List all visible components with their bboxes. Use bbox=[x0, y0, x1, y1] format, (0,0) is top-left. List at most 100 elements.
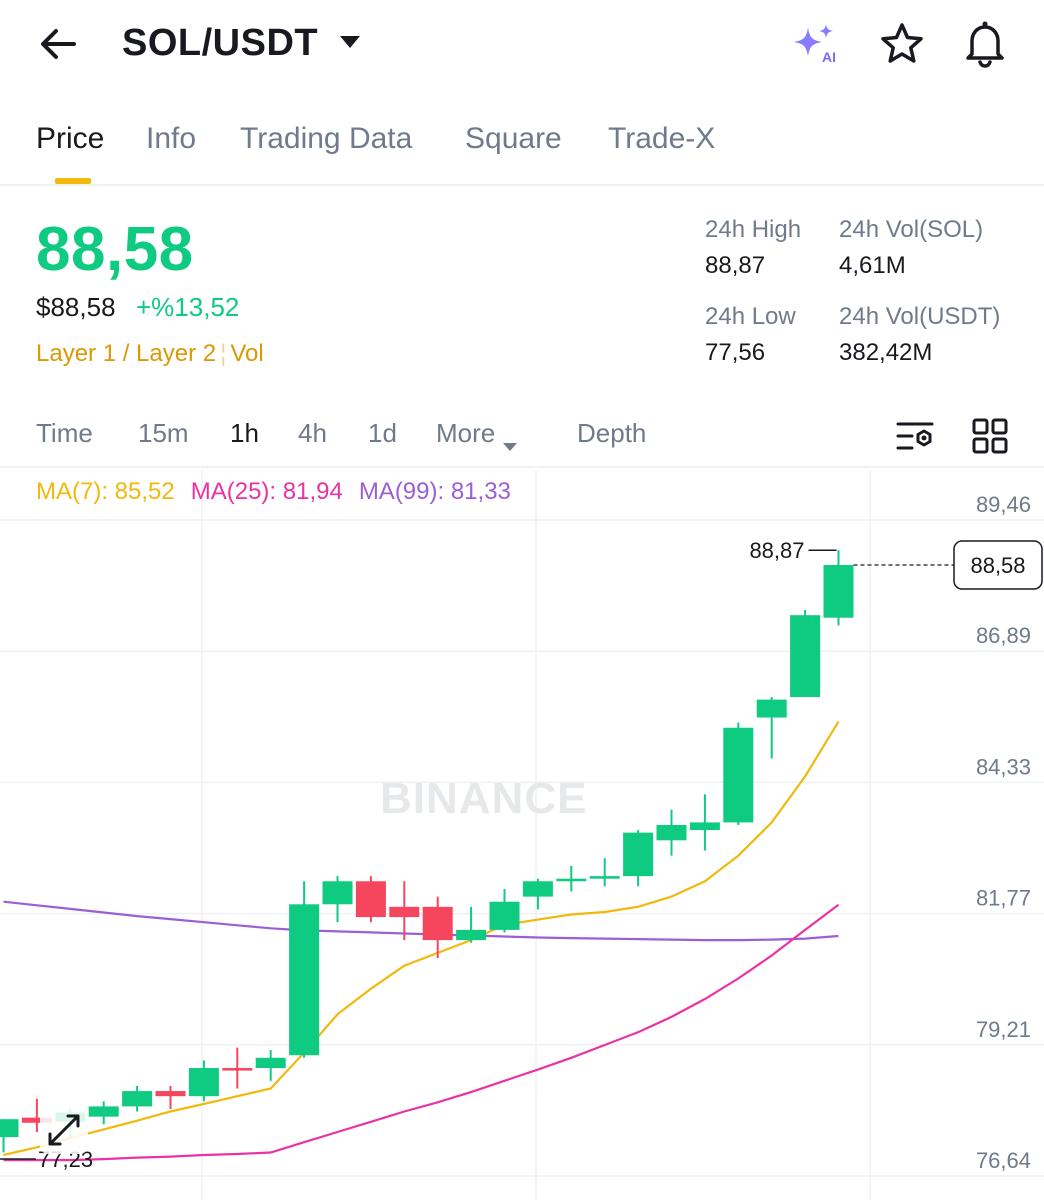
candle-body bbox=[656, 824, 687, 841]
y-tick-label: 76,64 bbox=[976, 1148, 1031, 1173]
candle-body bbox=[522, 881, 553, 897]
interval-bar: Time 15m 1h 4h 1d More Depth bbox=[0, 404, 1044, 468]
back-arrow-icon[interactable] bbox=[36, 22, 84, 66]
y-tick-label: 86,89 bbox=[976, 623, 1031, 648]
usd-price: $88,58 bbox=[36, 292, 116, 322]
candle-body bbox=[0, 1119, 19, 1138]
ai-sparkle-icon[interactable]: AI bbox=[790, 20, 842, 68]
last-price-box bbox=[953, 540, 1043, 590]
tab-trading-data[interactable]: Trading Data bbox=[240, 122, 413, 155]
tab-info[interactable]: Info bbox=[146, 122, 197, 155]
high-marker-label: 88,87 bbox=[749, 538, 804, 563]
y-tick-label: 84,33 bbox=[976, 754, 1031, 779]
last-price: 88,58 bbox=[36, 215, 194, 284]
svg-text:AI: AI bbox=[822, 49, 836, 65]
ma7-label: MA(7): 85,52 bbox=[36, 478, 175, 505]
ma99-label: MA(99): 81,33 bbox=[358, 478, 511, 505]
candle-body bbox=[21, 1117, 52, 1123]
candle-up bbox=[556, 865, 587, 892]
candle-up bbox=[188, 1060, 219, 1102]
candle-up bbox=[656, 809, 687, 856]
stat-value: 88,87 bbox=[705, 252, 766, 279]
candlestick-chart[interactable]: 89,46 86,89 84,33 81,77 79,21 76,64 88,87 77,23… bbox=[0, 470, 1044, 1200]
candle-down bbox=[355, 876, 386, 923]
y-tick-label: 89,46 bbox=[976, 492, 1031, 517]
candle-up bbox=[0, 1119, 19, 1153]
candle-body bbox=[155, 1091, 186, 1097]
candle-body bbox=[322, 881, 353, 905]
candle-body bbox=[623, 832, 654, 877]
tab-bar: Price Info Trading Data Square Trade-X bbox=[0, 104, 1044, 186]
candle-up bbox=[522, 878, 553, 910]
stat-24h-vol-quote: 24h Vol(USDT) 382,42M bbox=[839, 303, 1000, 367]
y-tick-label: 81,77 bbox=[976, 886, 1031, 911]
ma25-label: MA(25): 81,94 bbox=[190, 478, 343, 505]
change-percent: +%13,52 bbox=[136, 292, 240, 322]
candle-up bbox=[122, 1085, 153, 1112]
interval-1h[interactable]: 1h bbox=[230, 418, 259, 448]
chart-labels: 89,4686,8984,3381,7779,2176,6488,8777,23… bbox=[0, 492, 1043, 1173]
candle-body bbox=[723, 727, 754, 823]
binance-watermark: BINANCE bbox=[380, 774, 588, 823]
star-icon[interactable] bbox=[876, 18, 928, 70]
bell-icon[interactable] bbox=[958, 16, 1012, 70]
interval-1d[interactable]: 1d bbox=[368, 418, 397, 448]
tab-square[interactable]: Square bbox=[465, 122, 562, 155]
top-bar: SOL/USDT AI bbox=[0, 0, 1044, 92]
interval-4h[interactable]: 4h bbox=[298, 418, 327, 448]
candle-up bbox=[489, 888, 520, 933]
last-price-label: 88,58 bbox=[970, 553, 1025, 578]
candle-body bbox=[489, 901, 520, 930]
stat-value: 77,56 bbox=[705, 339, 766, 366]
interval-more[interactable]: More bbox=[436, 418, 519, 452]
stat-label: 24h Low bbox=[705, 303, 796, 330]
tag-layer[interactable]: Layer 1 / Layer 2 bbox=[36, 340, 217, 367]
stat-label: 24h Vol(USDT) bbox=[839, 303, 1001, 330]
tag-vol[interactable]: Vol bbox=[230, 340, 264, 367]
ma99-line bbox=[3, 900, 839, 942]
candle-body bbox=[422, 906, 453, 941]
expand-chart-icon[interactable] bbox=[40, 1106, 88, 1154]
tag-divider: ¦ bbox=[220, 340, 227, 367]
stat-24h-low: 24h Low 77,56 bbox=[705, 303, 796, 367]
stat-24h-high: 24h High 88,87 bbox=[705, 216, 801, 280]
stat-label: 24h Vol(SOL) bbox=[839, 216, 984, 243]
candle-body bbox=[823, 565, 854, 618]
chart-canvas: 89,4686,8984,3381,7779,2176,6488,8777,23… bbox=[0, 470, 1044, 1200]
interval-depth[interactable]: Depth bbox=[577, 418, 647, 448]
candle-body bbox=[222, 1068, 253, 1071]
candle-body bbox=[689, 822, 720, 831]
layout-grid-icon[interactable] bbox=[970, 416, 1010, 456]
candle-body bbox=[355, 881, 386, 918]
caret-down-icon bbox=[501, 429, 519, 452]
active-tab-indicator bbox=[55, 178, 91, 184]
candle-body bbox=[556, 878, 587, 882]
pair-title[interactable]: SOL/USDT bbox=[122, 22, 319, 64]
moving-average-lines bbox=[3, 721, 840, 1162]
tab-price[interactable]: Price bbox=[36, 122, 105, 155]
candle-down bbox=[21, 1098, 52, 1132]
candle-down bbox=[222, 1047, 253, 1089]
indicator-settings-icon[interactable] bbox=[894, 416, 938, 456]
candle-up bbox=[289, 881, 320, 1058]
candle-body bbox=[255, 1057, 286, 1069]
candle-body bbox=[88, 1106, 119, 1117]
candle-body bbox=[289, 904, 320, 1056]
candle-body bbox=[589, 876, 620, 879]
candles bbox=[0, 550, 854, 1153]
stat-value: 4,61M bbox=[839, 252, 906, 279]
interval-15m[interactable]: 15m bbox=[138, 418, 189, 448]
candle-up bbox=[623, 830, 654, 887]
candle-down bbox=[155, 1085, 186, 1109]
candle-up bbox=[756, 697, 787, 759]
category-tags: Layer 1 / Layer 2 ¦ Vol bbox=[36, 340, 264, 368]
tab-trade-x[interactable]: Trade-X bbox=[608, 122, 716, 155]
candle-body bbox=[756, 699, 787, 718]
interval-time[interactable]: Time bbox=[36, 418, 93, 448]
chart-grid bbox=[0, 470, 1044, 1200]
candle-up bbox=[255, 1050, 286, 1081]
candle-up bbox=[322, 876, 353, 923]
candle-up bbox=[823, 550, 854, 626]
candle-body bbox=[389, 906, 420, 918]
caret-down-icon[interactable] bbox=[338, 33, 362, 51]
